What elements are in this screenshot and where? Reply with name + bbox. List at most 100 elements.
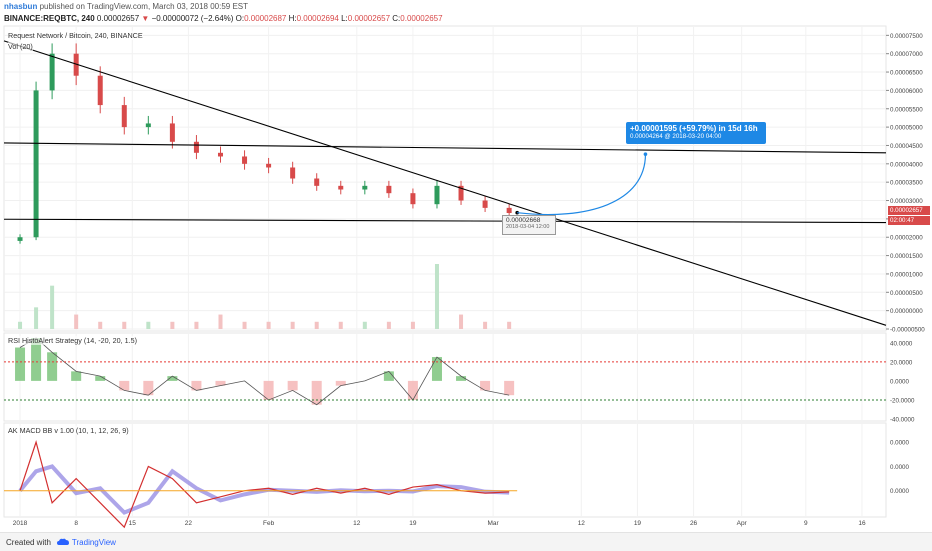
- volume-bar: [434, 264, 439, 329]
- rsi-bar: [480, 380, 491, 391]
- macd-pane-frame: [3, 422, 887, 518]
- volume-bar: [459, 314, 464, 329]
- price-tick-label: 0.00006500: [890, 70, 923, 77]
- macd-axis: 0.0000 0.0000 0.0000: [890, 440, 909, 496]
- time-tick-label: 19: [409, 520, 417, 527]
- volume-bar: [50, 285, 55, 329]
- price-change: −0.00000072 (−2.64%): [151, 14, 234, 23]
- low-value: 0.00002657: [347, 14, 391, 23]
- high-label: H:: [288, 14, 297, 23]
- rsi-tick-label: 40.0000: [890, 340, 913, 347]
- candle-body: [97, 75, 103, 106]
- main-pane-title: Request Network / Bitcoin, 240, BINANCE: [8, 31, 143, 40]
- tooltip-value: 0.00002668: [506, 217, 541, 224]
- close-label: C:: [392, 14, 401, 23]
- price-tick-label: 0.00004500: [890, 143, 923, 150]
- volume-bar: [242, 321, 247, 329]
- open-label: O:: [235, 14, 245, 23]
- volume-bar: [338, 321, 343, 329]
- rsi-pane-title: RSI HistoAlert Strategy (14, -20, 20, 1.…: [8, 336, 138, 345]
- time-tick-label: 9: [804, 520, 808, 527]
- macd-lines: [4, 440, 518, 529]
- main-pane-frame: [3, 25, 887, 332]
- candle-body: [169, 123, 175, 142]
- price-tick-label: 0.00003000: [890, 198, 923, 205]
- candle-body: [386, 185, 392, 194]
- main-price-axis: 0.00007500 0.00007000 0.00006500 0.00006000…: [886, 33, 925, 334]
- chart-canvas[interactable]: 0.00007500 0.00007000 0.00006500 0.00006000…: [0, 0, 932, 532]
- volume-bar: [266, 321, 271, 329]
- price-tick-label: 0.00004000: [890, 161, 923, 168]
- volume-bar: [74, 314, 79, 329]
- trendline: [3, 40, 887, 326]
- time-tick-label: Feb: [263, 520, 275, 527]
- price-tick-label: 0.00007000: [890, 51, 923, 58]
- publisher-line: nhasbun published on TradingView.com, Ma…: [4, 2, 248, 11]
- rsi-axis: 40.0000 20.0000 0.0000 -20.0000 -40.0000: [890, 340, 915, 423]
- volume-bar: [122, 321, 127, 329]
- time-tick-label: 19: [634, 520, 642, 527]
- candle-body: [266, 163, 272, 168]
- price-tick-label: 0.00000500: [890, 290, 923, 297]
- tradingview-logo[interactable]: TradingView: [56, 538, 116, 547]
- symbol-label: BINANCE:REQBTC, 240: [4, 14, 95, 23]
- published-text: published on TradingView.com, March 03, …: [39, 2, 249, 11]
- rsi-bar: [383, 371, 394, 381]
- price-tick-label: 0.00005500: [890, 106, 923, 113]
- time-tick-label: Mar: [488, 520, 500, 527]
- current-price-tag: 0.00002657: [888, 206, 930, 215]
- candle-body: [242, 156, 248, 164]
- rsi-line: [19, 337, 510, 406]
- candle-body: [506, 207, 512, 214]
- rsi-bar: [71, 371, 82, 381]
- grid-lines: [4, 26, 886, 517]
- rsi-bar: [287, 380, 298, 391]
- volume-label: Vol (20): [8, 42, 33, 51]
- close-value: 0.00002657: [400, 14, 443, 23]
- candle-body: [193, 141, 199, 153]
- candle-body: [145, 123, 151, 128]
- price-tick-label: 0.00005000: [890, 125, 923, 132]
- price-tick-label: 0.00007500: [890, 33, 923, 40]
- price-tick-label: 0.00003500: [890, 180, 923, 187]
- candle-body: [314, 178, 320, 186]
- candlestick-series: [17, 43, 512, 244]
- rsi-bar: [456, 376, 467, 381]
- open-value: 0.00002687: [244, 14, 287, 23]
- rsi-bar: [215, 380, 226, 386]
- price-tick-label: 0.00000000: [890, 308, 923, 315]
- projection-curve[interactable]: [517, 154, 647, 216]
- projection-target: 0.00004264 @ 2018-03-20 04:00: [630, 133, 722, 140]
- time-tick-label: 22: [185, 520, 193, 527]
- volume-bar: [362, 321, 367, 329]
- time-tick-label: 8: [74, 520, 78, 527]
- rsi-bar: [431, 357, 442, 381]
- time-tick-label: 15: [129, 520, 137, 527]
- rsi-bar: [31, 338, 42, 381]
- time-tick-label: 2018: [13, 520, 28, 527]
- tooltip-date: 2018-03-04 12:00: [506, 224, 550, 230]
- crosshair-tooltip: 0.00002668 2018-03-04 12:00: [502, 215, 556, 235]
- candle-body: [290, 167, 296, 179]
- rsi-bar: [119, 380, 130, 391]
- volume-bar: [314, 321, 319, 329]
- trendlines[interactable]: [3, 40, 887, 326]
- volume-bar: [194, 321, 199, 329]
- rsi-histogram: [4, 337, 886, 406]
- candle-body: [121, 105, 127, 128]
- candle-body: [482, 200, 488, 208]
- rsi-tick-label: -20.0000: [890, 397, 915, 404]
- volume-bar: [386, 321, 391, 329]
- macd-tick-label: 0.0000: [890, 440, 909, 447]
- candle-body: [17, 237, 23, 241]
- time-axis: 2018 8 15 22 Feb 12 19 Mar 12 19 26 Apr 9 16: [13, 520, 866, 527]
- rsi-bar: [335, 380, 346, 386]
- projection-callout[interactable]: +0.00001595 (+59.79%) in 15d 16h 0.00004…: [626, 122, 766, 144]
- candle-body: [217, 152, 223, 157]
- volume-bar: [18, 321, 23, 329]
- username-link[interactable]: nhasbun: [4, 2, 38, 11]
- rsi-bar: [263, 380, 274, 400]
- rsi-bar: [47, 352, 58, 381]
- macd-tick-label: 0.0000: [890, 464, 909, 471]
- rsi-bar: [95, 376, 106, 381]
